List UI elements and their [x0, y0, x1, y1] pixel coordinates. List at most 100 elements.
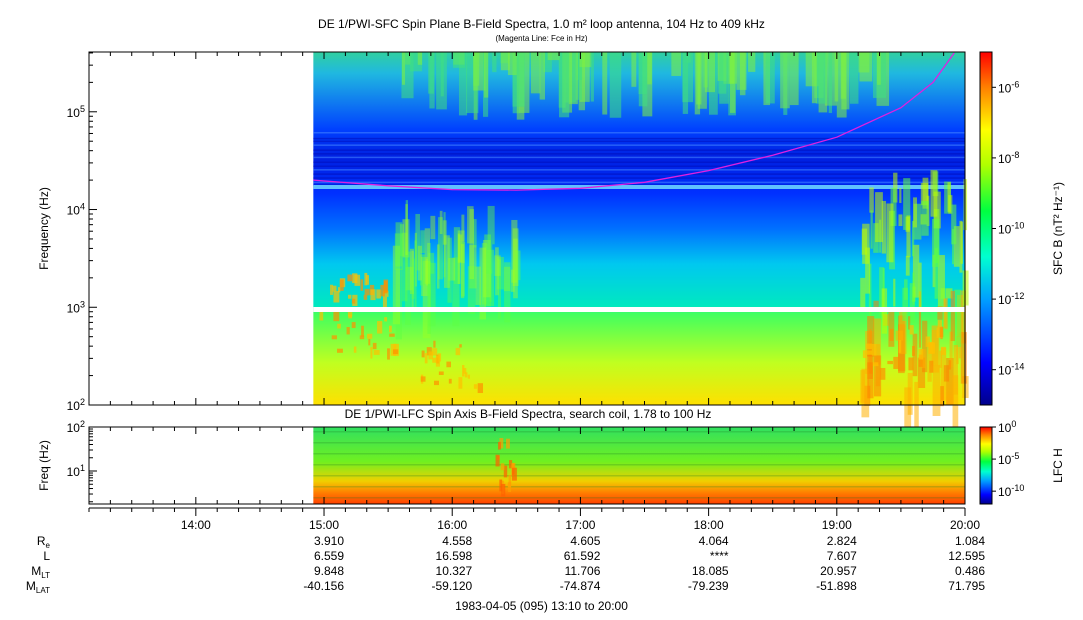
ephemeris-value: 71.795	[948, 579, 985, 593]
sfc-emission-patch	[514, 250, 521, 281]
sfc-spectral-band	[313, 140, 966, 143]
lfc-emission-patch	[508, 475, 512, 485]
sfc-emission-patch	[415, 213, 420, 271]
sfc-emission-patch	[512, 228, 519, 287]
lfc-emission-patch	[511, 467, 517, 481]
sfc-spectral-band	[313, 169, 966, 171]
time-tick-label: 14:00	[181, 518, 211, 532]
sfc-emission-patch	[841, 52, 850, 110]
sfc-emission-patch	[392, 349, 399, 355]
sfc-spectral-band	[313, 165, 966, 168]
lfc-emission-patch	[498, 441, 501, 450]
sfc-emission-patch	[435, 355, 441, 367]
ephemeris-value: ****	[710, 549, 729, 563]
sfc-spectral-band	[313, 185, 966, 189]
sfc-emission-patch	[461, 242, 465, 297]
sfc-emission-patch	[487, 205, 495, 245]
sfc-emission-patch	[405, 200, 408, 271]
lfc-emission-patch	[503, 465, 508, 478]
sfc-emission-patch	[337, 287, 341, 293]
sfc-emission-patch	[609, 52, 622, 118]
sfc-emission-patch	[402, 219, 410, 258]
sfc-emission-patch	[912, 272, 915, 305]
sfc-emission-patch	[429, 52, 435, 109]
sfc-emission-patch	[903, 178, 911, 230]
sfc-emission-patch	[486, 249, 495, 307]
sfc-emission-patch	[331, 335, 337, 340]
sfc-emission-patch	[908, 357, 914, 371]
sfc-emission-patch	[881, 200, 886, 254]
sfc-spectrogram-fill	[313, 52, 966, 405]
time-axis: 14:00 15:00 16:00 17:00 18:00 19:00 20:00	[88, 52, 980, 532]
sfc-emission-patch	[363, 294, 368, 300]
sfc-emission-patch	[904, 279, 908, 300]
sfc-emission-patch	[912, 333, 918, 377]
sfc-emission-patch	[962, 270, 969, 306]
sfc-emission-patch	[444, 235, 450, 288]
sfc-emission-patch	[954, 289, 962, 347]
sfc-emission-patch	[937, 306, 943, 320]
ephemeris-value: 9.848	[314, 564, 344, 578]
sfc-emission-patch	[941, 346, 946, 355]
sfc-y-tick-label: 103	[67, 299, 85, 315]
sfc-emission-patch	[940, 347, 947, 401]
lfc-y-tick-label: 102	[67, 419, 85, 435]
sfc-emission-patch	[436, 244, 440, 289]
sfc-emission-patch	[877, 52, 881, 85]
sfc-emission-patch	[952, 229, 955, 265]
sfc-emission-patch	[394, 233, 403, 270]
sfc-emission-patch	[590, 52, 594, 102]
sfc-emission-patch	[875, 192, 883, 243]
sfc-emission-patch	[952, 375, 959, 427]
sfc-emission-patch	[931, 325, 940, 373]
sfc-emission-patch	[765, 52, 775, 104]
lfc-spectral-band	[313, 497, 966, 499]
sfc-emission-patch	[503, 266, 511, 292]
sfc-emission-patch	[370, 346, 373, 359]
sfc-emission-patch	[464, 372, 468, 378]
sfc-emission-patch	[530, 52, 541, 94]
chart-subtitle: (Magenta Line: Fce in Hz)	[495, 34, 588, 43]
sfc-emission-patch	[438, 371, 444, 375]
sfc-emission-patch	[638, 52, 647, 95]
sfc-emission-patch	[425, 258, 428, 286]
sfc-emission-patch	[871, 344, 877, 356]
sfc-emission-patch	[928, 341, 934, 354]
sfc-emission-patch	[414, 232, 417, 287]
sfc-emission-patch	[337, 348, 343, 353]
sfc-emission-patch	[960, 290, 967, 344]
sfc-emission-patch	[511, 219, 518, 283]
sfc-emission-patch	[411, 250, 414, 310]
sfc-emission-patch	[446, 361, 451, 368]
ephemeris-value: 16.598	[436, 549, 473, 563]
sfc-emission-patch	[409, 248, 415, 295]
ephemeris-value: 11.706	[565, 564, 601, 578]
ephemeris-value: 1.084	[955, 534, 985, 548]
ephemeris-value: 61.592	[564, 549, 601, 563]
sfc-emission-patch	[953, 226, 960, 267]
sfc-emission-patch	[339, 279, 344, 291]
sfc-emission-patch	[479, 247, 487, 320]
sfc-emission-patch	[458, 377, 463, 389]
sfc-emission-patch	[428, 252, 435, 274]
lfc-emission-patch	[500, 463, 505, 471]
sfc-emission-patch	[467, 206, 474, 244]
lfc-colorbar	[979, 426, 993, 505]
sfc-emission-patch	[948, 360, 952, 370]
sfc-emission-patch	[861, 368, 870, 418]
ephemeris-value: 4.064	[699, 534, 729, 548]
ephemeris-row-label: MLT	[31, 564, 50, 580]
sfc-emission-patch	[932, 254, 936, 288]
lfc-y-axis-label: Freq (Hz)	[37, 440, 51, 491]
sfc-emission-patch	[467, 374, 470, 379]
sfc-emission-patch	[361, 325, 364, 337]
sfc-emission-patch	[574, 52, 583, 80]
sfc-emission-patch	[789, 52, 799, 106]
sfc-emission-patch	[483, 239, 491, 298]
sfc-emission-patch	[497, 259, 501, 319]
sfc-emission-patch	[360, 279, 364, 291]
lfc-colorbar-tick-label: 100	[998, 419, 1016, 435]
sfc-emission-patch	[417, 52, 423, 65]
time-tick-label: 18:00	[694, 518, 724, 532]
sfc-emission-patch	[395, 222, 403, 267]
